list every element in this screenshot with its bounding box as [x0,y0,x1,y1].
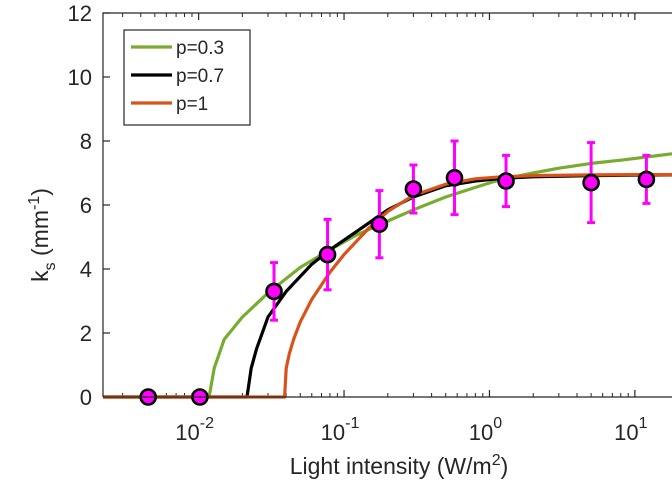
y-tick-label: 12 [68,1,92,26]
legend-label-3: p=1 [176,94,208,115]
legend-label-1: p=0.3 [176,38,224,59]
data-point [370,215,389,233]
legend: p=0.3 p=0.7 p=1 [123,29,251,126]
model-curves [103,152,672,399]
x-tick-labels: 10-2 10-1 100 101 [175,415,647,445]
x-tick-label: 100 [469,415,502,445]
data-point [637,170,656,189]
error-bars [270,139,651,322]
series-line-2 [103,173,672,399]
data-point [404,180,423,198]
data-point [582,173,600,192]
x-axis-title: Light intensity (W/m2) [290,452,509,479]
y-axis-title-subscript: s [42,262,59,270]
y-axis-title-superscript: -1 [26,196,43,210]
series-line-3 [103,173,672,399]
y-tick-label: 4 [80,257,92,282]
y-tick-labels: 0 2 4 6 8 10 12 [68,1,92,410]
y-axis-title: ks (mm-1) [26,188,59,282]
data-point [445,169,464,187]
y-tick-label: 10 [68,65,92,90]
data-point [265,282,283,301]
x-tick-label: 10-2 [175,415,214,445]
x-tick-label: 10-1 [321,415,360,445]
y-tick-label: 8 [80,129,92,154]
plot-area [102,12,672,406]
x-axis-title-superscript: 2 [492,452,501,469]
y-tick-label: 2 [80,321,92,346]
y-tick-label: 6 [80,193,92,218]
series-line-1 [103,152,672,399]
legend-label-2: p=0.7 [176,66,224,87]
data-point [497,172,515,190]
y-tick-label: 0 [80,385,92,410]
data-point [318,245,337,264]
data-markers [139,169,656,406]
x-tick-label: 101 [614,415,647,445]
axes-frame [102,12,672,398]
